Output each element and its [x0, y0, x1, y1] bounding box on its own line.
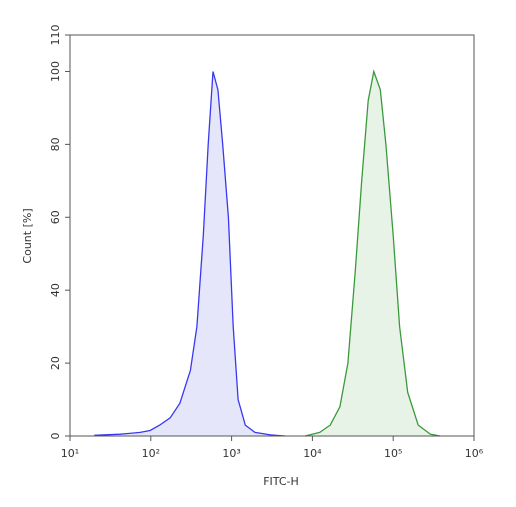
x-tick-label: 10⁵: [384, 447, 402, 460]
y-tick-label: 20: [49, 356, 62, 370]
histogram-area: [304, 69, 441, 437]
x-tick-label: 10¹: [61, 447, 79, 460]
y-tick-label: 100: [49, 61, 62, 82]
y-tick-label: 110: [49, 25, 62, 46]
x-tick-label: 10²: [142, 447, 160, 460]
x-tick-label: 10⁴: [303, 447, 322, 460]
y-tick-label: 60: [49, 210, 62, 224]
y-tick-label: 0: [49, 433, 62, 440]
histogram-area: [94, 71, 285, 437]
x-tick-label: 10⁶: [465, 447, 484, 460]
x-tick-label: 10³: [222, 447, 240, 460]
y-tick-label: 80: [49, 137, 62, 151]
y-tick-label: 40: [49, 283, 62, 297]
plot-frame: [69, 34, 475, 437]
x-axis-label: FITC-H: [263, 475, 299, 488]
y-axis-label: Count [%]: [21, 208, 34, 263]
